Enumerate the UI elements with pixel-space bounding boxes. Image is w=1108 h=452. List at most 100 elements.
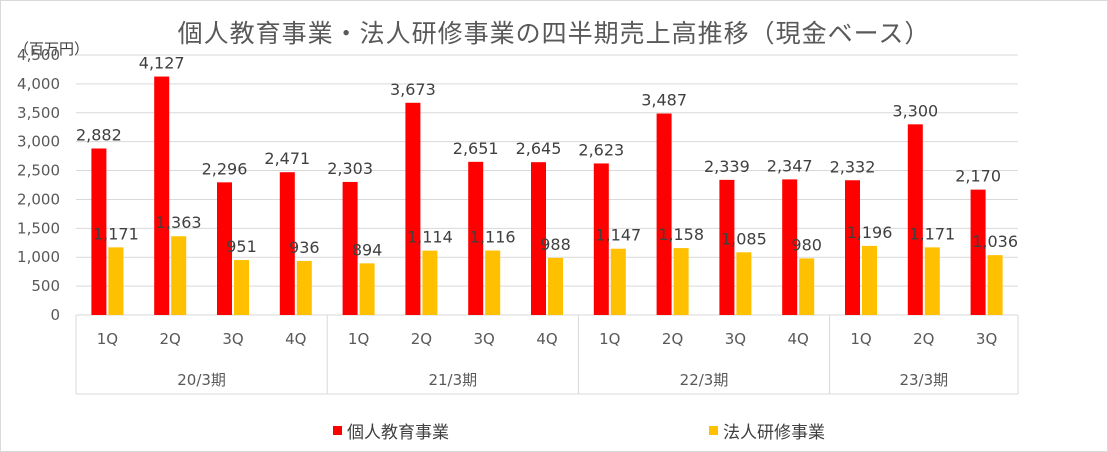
chart-title: 個人教育事業・法人研修事業の四半期売上高推移（現金ベース） [177,19,931,48]
data-label-personal: 2,651 [453,139,499,158]
bar-corporate [610,248,626,315]
bar-corporate [673,248,689,315]
category-label: 4Q [285,330,306,348]
bar-personal [593,163,609,315]
data-label-personal: 2,303 [327,159,373,178]
category-label: 1Q [97,330,118,348]
bar-personal [845,180,860,315]
group-label: 23/3期 [899,371,948,389]
category-label: 3Q [976,330,997,348]
category-label: 3Q [474,330,495,348]
data-label-corporate: 951 [226,237,257,256]
legend: 個人教育事業 法人研修事業 [0,418,1108,443]
category-label: 4Q [788,330,809,348]
data-label-personal: 2,882 [76,125,122,144]
bar-personal [468,161,484,315]
data-label-personal: 2,296 [202,159,248,178]
data-label-personal: 3,300 [892,101,938,120]
data-label-corporate: 936 [289,238,320,257]
group-label: 22/3期 [680,371,729,389]
data-label-personal: 3,673 [390,80,436,99]
category-label: 1Q [850,330,871,348]
data-label-personal: 3,487 [641,91,687,110]
bar-corporate [171,236,187,315]
legend-swatch-corporate [709,426,718,435]
data-label-corporate: 988 [540,235,571,254]
category-label: 4Q [536,330,557,348]
bar-corporate [485,250,501,315]
data-label-corporate: 894 [352,240,383,259]
bar-personal [91,148,107,315]
bar-corporate [799,258,815,315]
bar-personal [279,172,295,315]
data-label-personal: 4,127 [139,54,185,73]
y-tick-label: 3,500 [17,104,60,122]
group-label: 21/3期 [428,371,477,389]
y-tick-label: 4,000 [17,75,60,93]
bar-corporate [296,260,312,315]
bar-corporate [108,247,124,315]
unit-label: （百万円） [14,40,90,58]
category-label: 2Q [662,330,683,348]
data-label-personal: 2,645 [516,139,562,158]
bar-personal [656,113,672,315]
y-tick-label: 3,000 [17,133,60,151]
bar-personal [719,179,735,315]
bar-personal [907,124,923,315]
legend-swatch-personal [333,426,342,435]
group-label: 20/3期 [177,371,226,389]
data-label-personal: 2,471 [264,149,310,168]
bar-personal [531,162,546,315]
bar-personal [782,179,798,315]
bar-corporate [422,250,438,315]
data-label-corporate: 980 [791,235,822,254]
data-label-personal: 2,332 [830,157,876,176]
data-label-corporate: 1,114 [407,228,453,247]
data-label-personal: 2,170 [955,167,1001,186]
bar-personal [970,189,986,315]
y-tick-label: 2,000 [17,190,60,208]
bar-corporate [862,245,877,315]
bar-corporate [359,263,375,315]
legend-label-corporate: 法人研修事業 [723,423,825,443]
data-label-corporate: 1,085 [721,229,767,248]
y-tick-label: 2,500 [17,162,60,180]
legend-item-personal: 個人教育事業 [333,418,449,443]
y-tick-label: 0 [50,306,60,324]
bar-personal [342,181,358,315]
legend-label-personal: 個人教育事業 [347,423,449,443]
category-label: 2Q [913,330,934,348]
category-label: 1Q [348,330,369,348]
data-label-corporate: 1,196 [847,223,893,242]
category-label: 2Q [411,330,432,348]
legend-item-corporate: 法人研修事業 [709,418,825,443]
data-label-corporate: 1,116 [470,228,516,247]
data-label-corporate: 1,036 [972,232,1018,251]
category-label: 1Q [599,330,620,348]
data-label-corporate: 1,158 [658,225,704,244]
category-label: 3Q [222,330,243,348]
y-tick-label: 4,500 [17,46,60,64]
bar-personal [217,182,232,315]
data-label-corporate: 1,147 [595,226,641,245]
category-label: 2Q [160,330,181,348]
bar-personal [405,102,421,315]
bar-corporate [234,260,249,315]
bar-corporate [548,257,563,315]
data-label-personal: 2,339 [704,157,750,176]
data-label-corporate: 1,171 [909,224,955,243]
data-label-corporate: 1,171 [93,224,139,243]
bar-personal [154,76,170,315]
bar-corporate [736,252,752,315]
y-tick-label: 1,000 [17,248,60,266]
data-label-personal: 2,623 [578,140,624,159]
data-label-corporate: 1,363 [156,213,202,232]
bar-corporate [987,255,1003,315]
y-tick-label: 500 [31,277,60,295]
data-label-personal: 2,347 [767,156,813,175]
category-label: 3Q [725,330,746,348]
y-tick-label: 1,500 [17,219,60,237]
bar-corporate [924,247,940,315]
